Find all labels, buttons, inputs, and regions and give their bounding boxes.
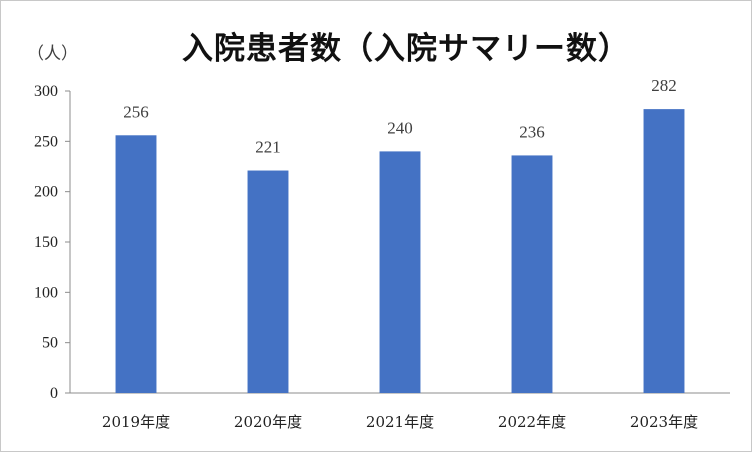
y-tick-label: 150 xyxy=(34,234,58,251)
chart-title: 入院患者数（入院サマリー数） xyxy=(182,31,630,67)
bar xyxy=(115,135,157,393)
y-tick-label: 0 xyxy=(50,385,58,402)
data-label: 240 xyxy=(387,118,413,137)
bar xyxy=(379,151,421,393)
y-tick-label: 250 xyxy=(34,133,58,150)
data-label: 236 xyxy=(519,122,545,141)
x-tick-label: 2022年度 xyxy=(498,413,566,431)
bar xyxy=(511,155,553,393)
y-tick-label: 50 xyxy=(42,335,58,352)
data-label: 256 xyxy=(123,102,149,121)
y-axis-unit-label: （人） xyxy=(27,44,78,64)
bar xyxy=(643,109,685,394)
bar xyxy=(247,170,289,393)
y-tick-label: 300 xyxy=(34,83,58,100)
x-tick-label: 2023年度 xyxy=(630,413,698,431)
data-label: 282 xyxy=(651,76,677,95)
x-tick-label: 2021年度 xyxy=(366,413,434,431)
x-tick-label: 2020年度 xyxy=(234,413,302,431)
y-tick-label: 200 xyxy=(34,184,58,201)
y-tick-label: 100 xyxy=(34,284,58,301)
data-label: 221 xyxy=(255,138,281,157)
x-tick-label: 2019年度 xyxy=(102,413,170,431)
